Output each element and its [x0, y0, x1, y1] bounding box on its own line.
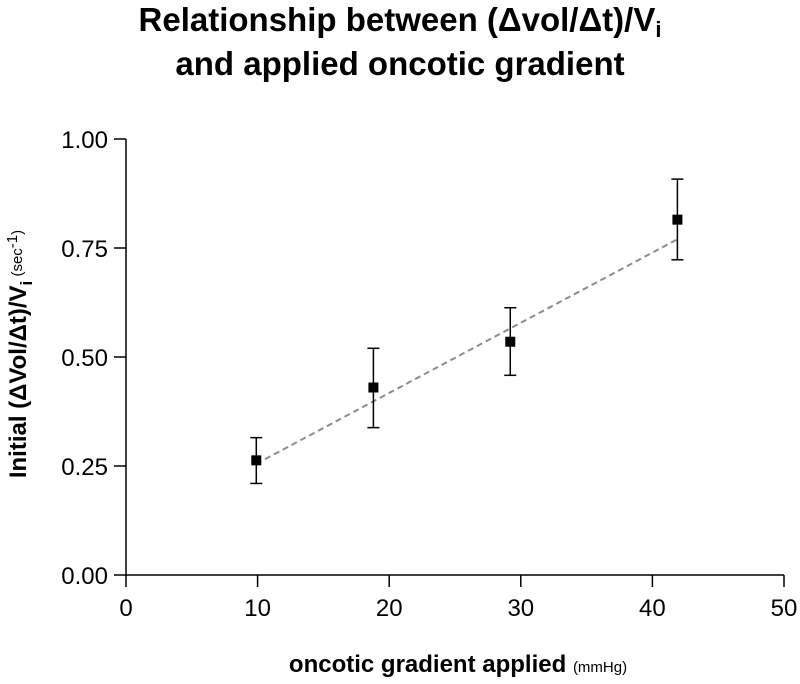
y-tick-label: 0.50 — [61, 345, 108, 372]
y-tick-label: 0.25 — [61, 454, 108, 481]
x-axis-title: oncotic gradient applied (mmHg) — [289, 651, 627, 678]
point-marker — [672, 214, 683, 225]
y-axis-title: Initial (ΔVol/Δt)/Vi (sec-1) — [4, 230, 36, 478]
y-tick-label: 0.00 — [61, 563, 108, 590]
x-axis-unit: (mmHg) — [573, 659, 627, 676]
x-tick-label: 30 — [507, 595, 534, 622]
regression-line — [255, 238, 678, 465]
chart-title-line1: Relationship between (Δvol/Δt)/Vi — [0, 0, 800, 50]
data-point — [367, 347, 380, 429]
x-axis-title-text: oncotic gradient applied — [289, 651, 573, 678]
point-marker — [505, 336, 516, 347]
point-marker — [251, 455, 262, 466]
y-axis-unit-superscript: -1 — [4, 235, 21, 248]
y-axis-unit: (sec — [9, 248, 26, 281]
y-axis-title-text: Initial (ΔVol/Δt)/V — [5, 285, 32, 478]
x-tick-label: 40 — [639, 595, 666, 622]
data-point — [671, 178, 684, 261]
x-tick-label: 0 — [119, 595, 132, 622]
y-tick-label: 0.75 — [61, 236, 108, 263]
y-axis-unit-close: ) — [9, 230, 26, 235]
y-tick-label: 1.00 — [61, 127, 108, 154]
point-marker — [368, 382, 379, 393]
y-axis-title-subscript: i — [17, 281, 36, 286]
data-point — [504, 306, 517, 377]
chart-title-line2: and applied oncotic gradient — [175, 45, 625, 82]
x-tick-label: 20 — [376, 595, 403, 622]
fit-line-group — [255, 238, 678, 465]
axes: 0 10 20 30 40 50 0.00 0.25 0.50 0.75 1.00 — [61, 127, 797, 622]
x-tick-label: 50 — [771, 595, 798, 622]
chart-title-prefix: Relationship between (Δvol/Δt)/V — [138, 1, 656, 38]
data-points — [250, 178, 684, 485]
x-tick-label: 10 — [244, 595, 271, 622]
data-point — [250, 436, 263, 485]
chart-title-subscript: i — [655, 17, 662, 42]
